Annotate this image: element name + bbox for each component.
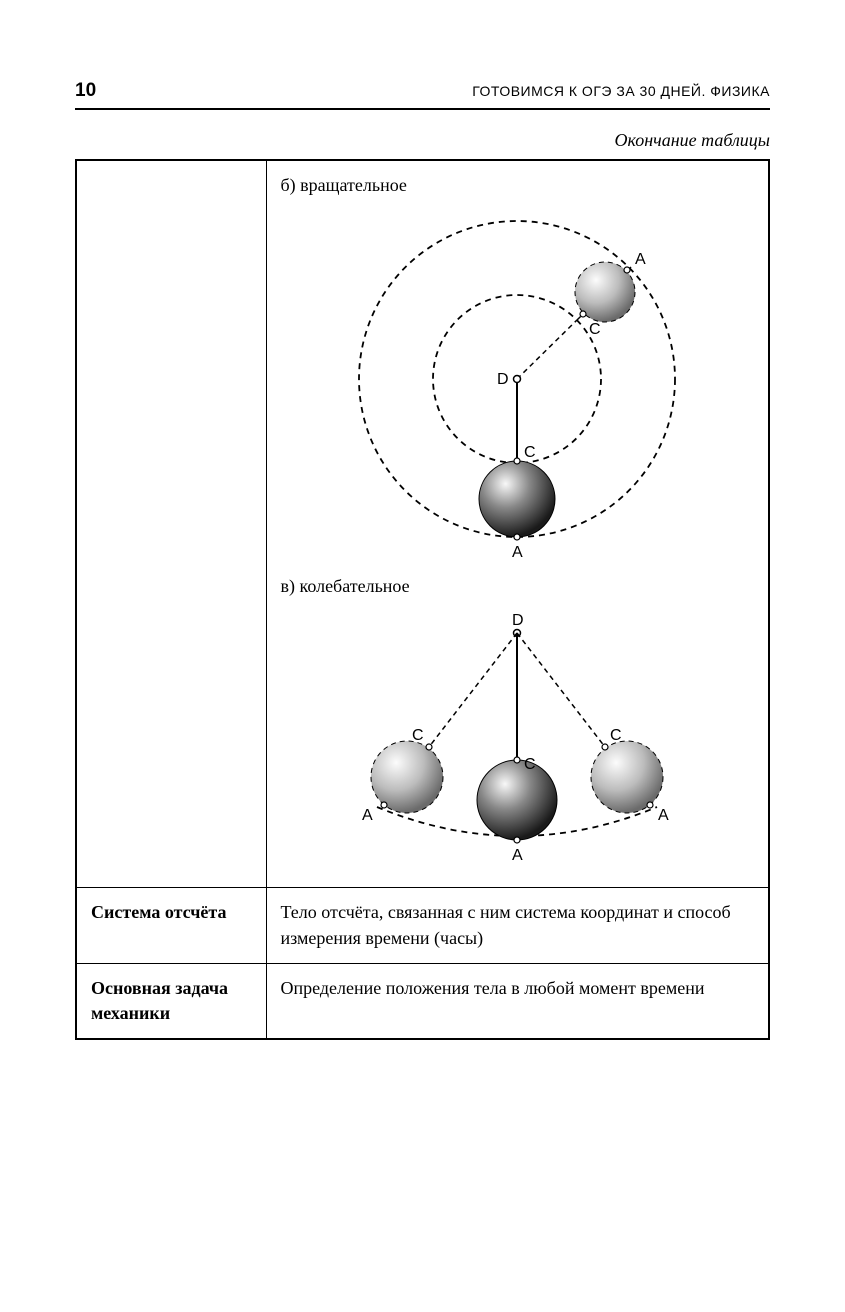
bottom-ball-icon (479, 461, 555, 537)
point-c-topright-icon (580, 311, 586, 317)
label-A-topright: A (635, 251, 646, 268)
point-c-right-icon (602, 744, 608, 750)
table-row: б) вращательное (76, 160, 769, 888)
definition-cell: Определение положения тела в любой момен… (266, 963, 769, 1039)
definition-cell: Тело отсчёта, связанная с ним система ко… (266, 888, 769, 963)
label-C-center: C (524, 756, 536, 773)
term-cell: Система отсчёта (76, 888, 266, 963)
term-cell: Основная задача механики (76, 963, 266, 1039)
rotational-diagram: D C A C A (317, 204, 717, 574)
radius-line-topright (517, 320, 577, 379)
label-A-center: A (512, 847, 523, 864)
point-a-left-icon (381, 802, 387, 808)
table-row: Система отсчёта Тело отсчёта, связанная … (76, 888, 769, 963)
diagram-v-label: в) колебательное (281, 574, 755, 599)
label-A-right: A (658, 807, 669, 824)
pendulum-rod-right (517, 633, 605, 747)
book-title: ГОТОВИМСЯ К ОГЭ ЗА 30 ДНЕЙ. ФИЗИКА (472, 83, 770, 99)
center-point-icon (514, 376, 521, 383)
diagram-b-container: D C A C A (281, 204, 755, 574)
label-D-pendulum: D (512, 612, 524, 629)
point-a-right-icon (647, 802, 653, 808)
oscillatory-diagram: D C A (317, 605, 717, 875)
label-A-bottom: A (512, 544, 523, 561)
definitions-table: б) вращательное (75, 159, 770, 1040)
label-C-topright: C (589, 321, 601, 338)
point-a-bottom-icon (514, 534, 520, 540)
diagram-v-container: D C A (281, 605, 755, 875)
label-C-left: C (412, 727, 424, 744)
point-a-center-icon (514, 837, 520, 843)
label-D: D (497, 371, 509, 388)
point-c-left-icon (426, 744, 432, 750)
label-A-left: A (362, 807, 373, 824)
table-row: Основная задача механики Определение пол… (76, 963, 769, 1039)
page-header: 10 ГОТОВИМСЯ К ОГЭ ЗА 30 ДНЕЙ. ФИЗИКА (75, 80, 770, 110)
point-c-center-icon (514, 757, 520, 763)
diagram-b-label: б) вращательное (281, 173, 755, 198)
diagram-cell: б) вращательное (266, 160, 769, 888)
page-number: 10 (75, 80, 96, 102)
point-c-bottom-icon (514, 458, 520, 464)
label-C-bottom: C (524, 444, 536, 461)
table-caption: Окончание таблицы (75, 130, 770, 151)
term-cell-empty (76, 160, 266, 888)
center-ball-icon (477, 760, 557, 840)
label-C-right: C (610, 727, 622, 744)
pendulum-rod-left (429, 633, 517, 747)
point-a-topright-icon (624, 267, 630, 273)
